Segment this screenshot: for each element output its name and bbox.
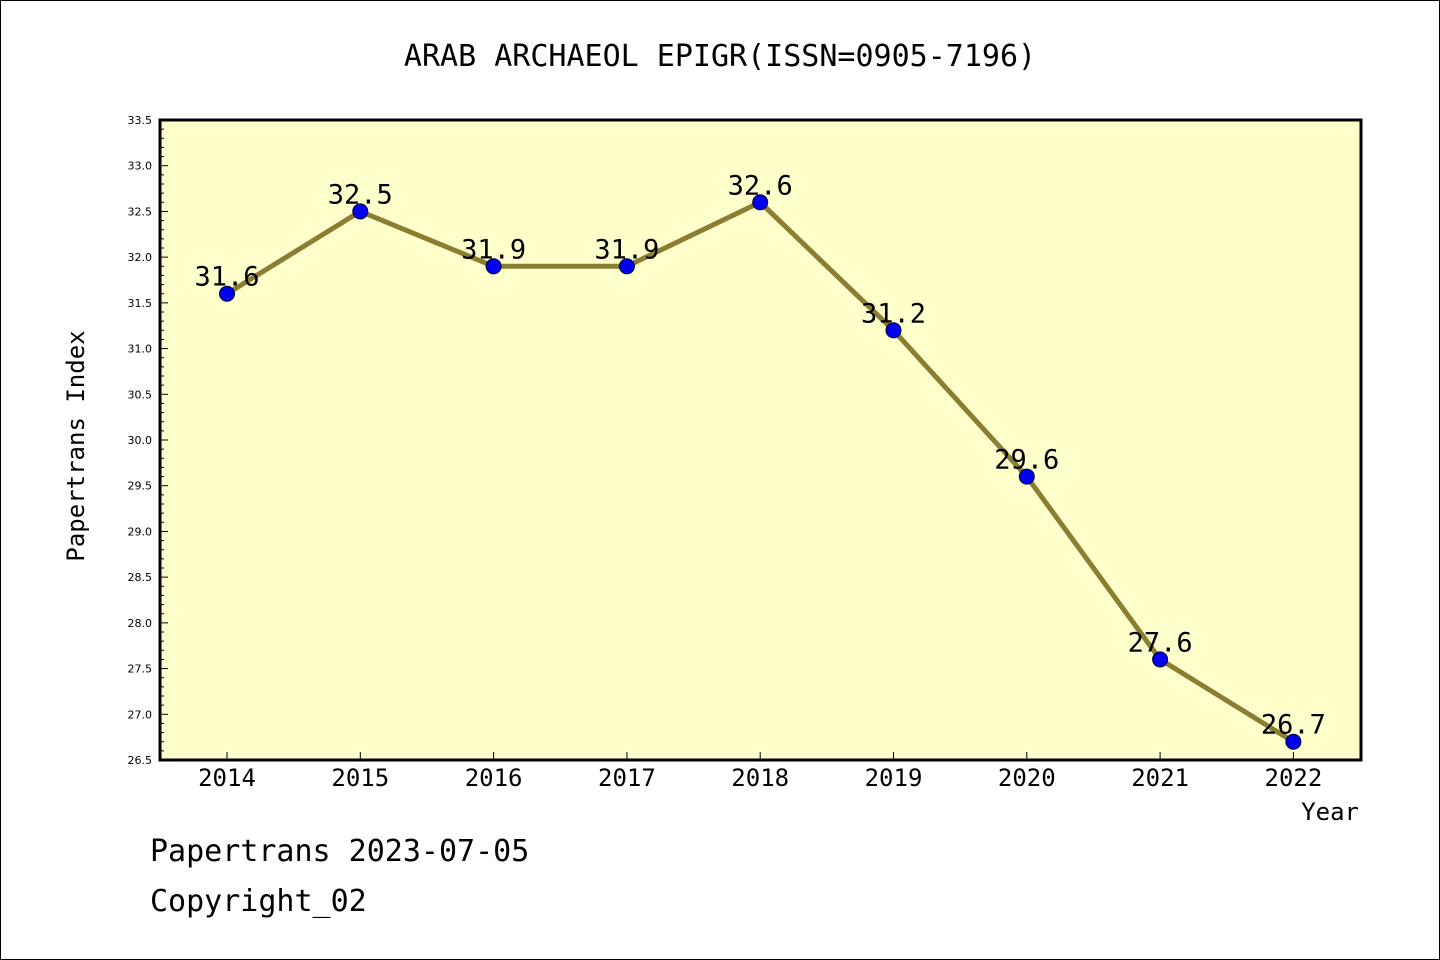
data-points: [219, 194, 1302, 750]
data-label: 31.9: [594, 234, 659, 265]
data-point: [219, 285, 235, 302]
y-tick-label: 30.0: [128, 434, 153, 447]
data-label: 32.6: [728, 170, 793, 201]
y-tick-label: 33.5: [128, 114, 153, 127]
x-axis-label: Year: [1301, 798, 1359, 826]
data-point: [1152, 651, 1169, 668]
y-tick-label: 31.0: [128, 343, 153, 356]
x-tick-label: 2015: [331, 764, 389, 792]
data-label: 29.6: [994, 445, 1059, 476]
y-tick-label: 32.0: [128, 251, 153, 264]
data-point: [618, 258, 635, 275]
y-tick-label: 28.0: [128, 617, 153, 630]
data-label: 32.5: [328, 179, 393, 210]
x-tick-label: 2017: [598, 764, 656, 792]
y-tick-label: 32.5: [128, 205, 153, 218]
data-label: 31.6: [194, 262, 259, 293]
y-tick-label: 29.5: [128, 480, 153, 493]
data-point: [885, 322, 902, 339]
y-tick-label: 31.5: [128, 297, 153, 310]
x-tick-label: 2021: [1131, 764, 1189, 792]
data-point: [1018, 468, 1035, 485]
chart-title: ARAB ARCHAEOL EPIGR(ISSN=0905-7196): [404, 39, 1036, 74]
y-tick-label: 30.5: [128, 388, 153, 401]
x-tick-label: 2022: [1265, 764, 1323, 792]
x-tick-label: 2014: [198, 764, 256, 792]
data-label: 31.2: [861, 298, 926, 329]
y-tick-label: 33.0: [128, 160, 153, 173]
x-tick-label: 2016: [465, 764, 523, 792]
data-point: [485, 258, 502, 275]
data-point: [352, 203, 369, 220]
x-tick-label: 2020: [998, 764, 1056, 792]
footer-date: Papertrans 2023-07-05: [150, 834, 530, 869]
x-tick-label: 2018: [731, 764, 789, 792]
plot-area: [158, 118, 1363, 762]
y-axis-label: Papertrans Index: [62, 330, 90, 561]
x-tick-label: 2019: [865, 764, 923, 792]
data-label: 26.7: [1261, 710, 1326, 741]
y-tick-label: 26.5: [128, 754, 153, 767]
data-point: [752, 194, 769, 211]
data-label: 27.6: [1128, 627, 1193, 658]
y-tick-label: 28.5: [128, 571, 153, 584]
y-tick-label: 29.0: [128, 525, 153, 538]
y-tick-label: 27.5: [128, 663, 153, 676]
data-point: [1285, 733, 1302, 750]
x-axis: 2014 2015 2016 2017 2018 2019 2020 2021 2022: [198, 752, 1322, 792]
data-label: 31.9: [461, 234, 526, 265]
footer-copyright: Copyright_02: [150, 884, 367, 919]
y-axis: 26.5 27.0 27.5 28.0 28.5 29.0 29.5 30.0 30.5 31.0…: [128, 114, 168, 767]
data-labels: 31.6 32.5 31.9 31.9 32.6 31.2 29.6 27.6 26.7: [194, 170, 1325, 740]
y-tick-label: 27.0: [128, 708, 153, 721]
